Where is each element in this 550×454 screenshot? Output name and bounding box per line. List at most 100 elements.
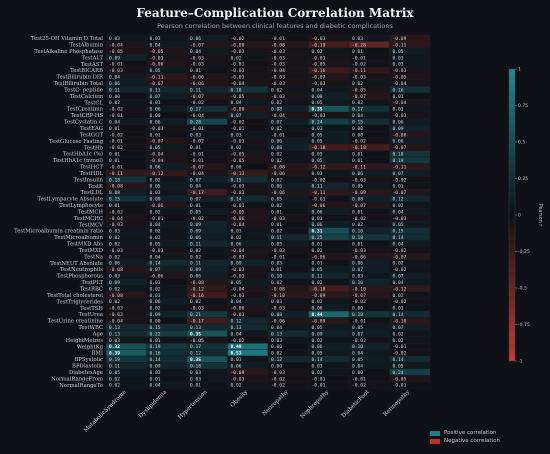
cell-value: 0.07 <box>393 325 404 331</box>
cell-value: 0.12 <box>231 319 242 325</box>
cell-value: -0.06 <box>150 203 164 209</box>
cell-value: -0.03 <box>271 248 285 254</box>
cell-value: 0.02 <box>393 293 404 299</box>
cell-value: 0.00 <box>352 132 363 138</box>
row-label: TestCalcium <box>70 94 103 100</box>
cell-value: -0.12 <box>393 286 407 292</box>
cell-value: 0.01 <box>190 203 201 209</box>
cell-value: -0.11 <box>393 42 407 48</box>
cell-value: -0.18 <box>312 145 326 151</box>
cell-value: 0.00 <box>109 94 120 100</box>
cell-value: -0.08 <box>231 107 245 113</box>
cell-value: 0.18 <box>190 363 201 369</box>
cell-value: 0.06 <box>150 299 161 305</box>
cell-value: 0.06 <box>190 235 201 241</box>
cell-value: 0.06 <box>312 209 323 215</box>
cell-value: 0.01 <box>393 306 404 312</box>
cell-value: -0.01 <box>312 383 326 389</box>
cell-value: 0.01 <box>312 261 323 267</box>
cell-value: 0.03 <box>109 338 120 344</box>
cell-value: -0.07 <box>352 203 366 209</box>
cell-value: 0.04 <box>352 113 363 119</box>
row-label: TestUrine creatinine <box>48 319 103 325</box>
cell-value: 0.03 <box>352 36 363 42</box>
cell-value: -0.03 <box>352 75 366 81</box>
cell-value: 0.04 <box>352 351 363 357</box>
column-label: Neuropathy <box>262 389 291 418</box>
cell-value: 0.14 <box>393 312 404 318</box>
cell-value: 0.02 <box>150 229 161 235</box>
legend-item-negative: Negative correlation <box>430 437 500 445</box>
cell-value: 0.35 <box>312 107 323 113</box>
row-label: TestHb <box>84 145 104 151</box>
cell-value: 0.10 <box>271 274 282 280</box>
cell-value: -0.07 <box>393 145 407 151</box>
cell-value: 0.05 <box>312 152 323 158</box>
cell-value: 0.07 <box>352 331 363 337</box>
cell-value: 0.03 <box>150 36 161 42</box>
row-label: TestUrea <box>79 312 104 318</box>
cell-value: 0.01 <box>352 49 363 55</box>
row-label: TestNa <box>84 254 104 260</box>
cell-value: 0.03 <box>190 132 201 138</box>
cell-value: -0.03 <box>312 113 326 119</box>
cell-value: 0.06 <box>231 363 242 369</box>
cell-value: 0.02 <box>393 331 404 337</box>
heatmap-cell <box>389 381 431 389</box>
cell-value: -0.03 <box>352 248 366 254</box>
cell-value: -0.03 <box>231 190 245 196</box>
cell-value: -0.11 <box>352 164 366 170</box>
cell-value: -0.02 <box>190 216 204 222</box>
cell-value: -0.01 <box>271 132 285 138</box>
cell-value: 0.35 <box>190 331 201 337</box>
cell-value: 0.02 <box>109 100 120 106</box>
cell-value: -0.04 <box>109 216 123 222</box>
cell-value: -0.02 <box>393 299 407 305</box>
cell-value: 0.28 <box>190 119 201 125</box>
cell-value: -0.03 <box>312 55 326 61</box>
legend-swatch-negative <box>430 438 440 444</box>
column-label: MetabolicSyndrome <box>83 389 128 434</box>
row-label: TestHCT <box>80 165 104 171</box>
cell-value: -0.05 <box>393 75 407 81</box>
cell-value: 0.06 <box>352 171 363 177</box>
cell-value: 0.02 <box>271 100 282 106</box>
cell-value: -0.03 <box>393 216 407 222</box>
cell-value: 0.06 <box>393 119 404 125</box>
row-label: TestLymphocyte <box>59 203 103 209</box>
cell-value: 0.11 <box>190 87 201 93</box>
cell-value: -0.02 <box>271 376 285 382</box>
cell-value: -0.11 <box>393 164 407 170</box>
cell-value: 0.03 <box>150 293 161 299</box>
cell-value: 0.07 <box>393 171 404 177</box>
cell-value: -0.08 <box>109 184 123 190</box>
cell-value: -0.09 <box>312 293 326 299</box>
cell-value: -0.08 <box>231 42 245 48</box>
row-label: TestC- peptide <box>64 87 103 93</box>
cell-value: 0.02 <box>271 126 282 132</box>
cell-value: -0.19 <box>312 42 326 48</box>
cell-value: 0.05 <box>352 325 363 331</box>
cell-value: 0.24 <box>393 370 404 376</box>
cell-value: 0.14 <box>312 357 323 363</box>
cell-value: -0.02 <box>231 36 245 42</box>
cell-value: 0.07 <box>393 274 404 280</box>
cell-value: 0.49 <box>231 344 242 350</box>
cell-value: 0.09 <box>393 126 404 132</box>
cell-value: 0.02 <box>150 286 161 292</box>
row-label: BMI <box>92 351 103 357</box>
cell-value: -0.03 <box>271 49 285 55</box>
cell-value: 0.04 <box>109 75 120 81</box>
cell-value: -0.02 <box>393 267 407 273</box>
row-label: TestMCV <box>79 222 104 228</box>
cell-value: 0.03 <box>150 370 161 376</box>
cell-value: 0.05 <box>150 145 161 151</box>
cell-value: -0.07 <box>150 81 164 87</box>
cell-value: -0.02 <box>231 338 245 344</box>
colorbar <box>508 68 516 362</box>
legend: Positive correlation Negative correlatio… <box>430 429 500 445</box>
cell-value: 0.02 <box>190 248 201 254</box>
row-label: TestAlkaline Phosphatase <box>34 49 103 55</box>
cell-value: -0.02 <box>352 139 366 145</box>
cell-value: 0.02 <box>271 229 282 235</box>
